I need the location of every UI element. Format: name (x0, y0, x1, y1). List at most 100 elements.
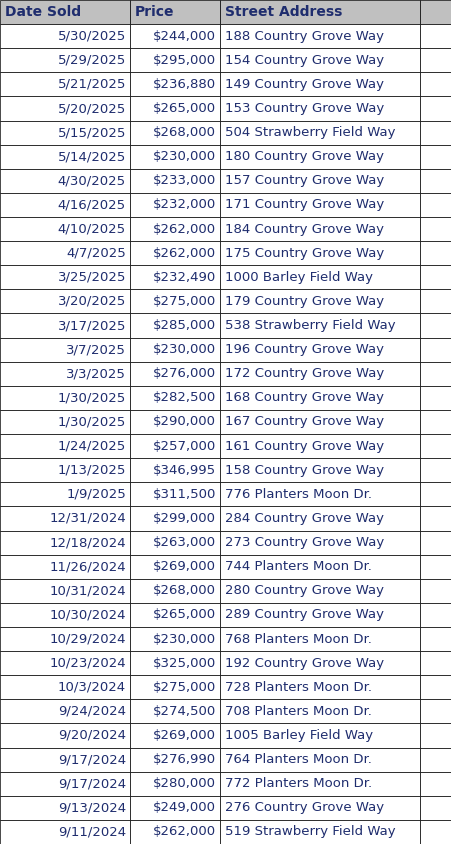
Bar (0, 144, 130, 169)
Bar (220, 241, 420, 265)
Bar (0, 410, 130, 434)
Bar (220, 362, 420, 386)
Text: 1/13/2025: 1/13/2025 (58, 463, 126, 477)
Text: $299,000: $299,000 (153, 512, 216, 525)
Bar (130, 579, 220, 603)
Text: $232,490: $232,490 (153, 271, 216, 284)
Bar (220, 434, 420, 458)
Bar (420, 458, 451, 482)
Bar (420, 410, 451, 434)
Bar (130, 675, 220, 700)
Text: $280,000: $280,000 (153, 777, 216, 790)
Text: 12/18/2024: 12/18/2024 (49, 536, 126, 549)
Text: $249,000: $249,000 (153, 801, 216, 814)
Text: 1/30/2025: 1/30/2025 (58, 415, 126, 429)
Text: 3/17/2025: 3/17/2025 (58, 319, 126, 332)
Text: 188 Country Grove Way: 188 Country Grove Way (225, 30, 384, 43)
Bar (0, 675, 130, 700)
Text: $325,000: $325,000 (153, 657, 216, 669)
Bar (220, 748, 420, 771)
Bar (420, 820, 451, 844)
Bar (0, 796, 130, 820)
Text: 5/20/2025: 5/20/2025 (58, 102, 126, 115)
Bar (220, 796, 420, 820)
Bar (0, 241, 130, 265)
Bar (0, 265, 130, 289)
Bar (130, 531, 220, 555)
Bar (0, 96, 130, 121)
Text: 708 Planters Moon Dr.: 708 Planters Moon Dr. (225, 705, 372, 718)
Bar (130, 169, 220, 193)
Bar (0, 73, 130, 96)
Bar (420, 748, 451, 771)
Text: 5/14/2025: 5/14/2025 (58, 150, 126, 163)
Bar (130, 386, 220, 410)
Bar (0, 820, 130, 844)
Text: $282,500: $282,500 (153, 392, 216, 404)
Bar (130, 0, 220, 24)
Text: $265,000: $265,000 (153, 609, 216, 621)
Bar (420, 289, 451, 313)
Bar (0, 482, 130, 506)
Text: $265,000: $265,000 (153, 102, 216, 115)
Bar (130, 748, 220, 771)
Text: Street Address: Street Address (225, 5, 342, 19)
Text: 153 Country Grove Way: 153 Country Grove Way (225, 102, 384, 115)
Bar (220, 675, 420, 700)
Bar (420, 313, 451, 338)
Bar (220, 410, 420, 434)
Text: 3/3/2025: 3/3/2025 (66, 367, 126, 381)
Text: 5/21/2025: 5/21/2025 (58, 78, 126, 91)
Bar (0, 531, 130, 555)
Text: 180 Country Grove Way: 180 Country Grove Way (225, 150, 384, 163)
Bar (0, 748, 130, 771)
Text: $230,000: $230,000 (153, 344, 216, 356)
Bar (130, 241, 220, 265)
Text: 1/9/2025: 1/9/2025 (66, 488, 126, 500)
Text: $230,000: $230,000 (153, 150, 216, 163)
Text: 519 Strawberry Field Way: 519 Strawberry Field Way (225, 825, 396, 838)
Bar (0, 506, 130, 531)
Bar (0, 700, 130, 723)
Bar (420, 362, 451, 386)
Text: 167 Country Grove Way: 167 Country Grove Way (225, 415, 384, 429)
Text: $276,000: $276,000 (153, 367, 216, 381)
Bar (220, 0, 420, 24)
Text: Date Sold: Date Sold (5, 5, 81, 19)
Bar (130, 603, 220, 627)
Text: 504 Strawberry Field Way: 504 Strawberry Field Way (225, 126, 396, 139)
Text: 4/10/2025: 4/10/2025 (58, 223, 126, 235)
Text: 184 Country Grove Way: 184 Country Grove Way (225, 223, 384, 235)
Text: 192 Country Grove Way: 192 Country Grove Way (225, 657, 384, 669)
Bar (220, 700, 420, 723)
Text: 157 Country Grove Way: 157 Country Grove Way (225, 175, 384, 187)
Text: 12/31/2024: 12/31/2024 (49, 512, 126, 525)
Text: 538 Strawberry Field Way: 538 Strawberry Field Way (225, 319, 396, 332)
Bar (130, 820, 220, 844)
Bar (420, 555, 451, 579)
Bar (0, 313, 130, 338)
Bar (130, 506, 220, 531)
Bar (420, 627, 451, 651)
Bar (220, 169, 420, 193)
Bar (420, 193, 451, 217)
Bar (220, 265, 420, 289)
Bar (220, 144, 420, 169)
Text: $276,990: $276,990 (153, 753, 216, 766)
Text: 10/29/2024: 10/29/2024 (50, 632, 126, 646)
Text: 9/11/2024: 9/11/2024 (58, 825, 126, 838)
Bar (420, 241, 451, 265)
Text: 5/30/2025: 5/30/2025 (58, 30, 126, 43)
Bar (420, 96, 451, 121)
Bar (420, 434, 451, 458)
Text: 168 Country Grove Way: 168 Country Grove Way (225, 392, 384, 404)
Text: $275,000: $275,000 (153, 295, 216, 308)
Text: $290,000: $290,000 (153, 415, 216, 429)
Text: 3/7/2025: 3/7/2025 (66, 344, 126, 356)
Bar (420, 603, 451, 627)
Bar (130, 410, 220, 434)
Bar (130, 48, 220, 73)
Text: 289 Country Grove Way: 289 Country Grove Way (225, 609, 384, 621)
Bar (0, 458, 130, 482)
Text: 280 Country Grove Way: 280 Country Grove Way (225, 584, 384, 598)
